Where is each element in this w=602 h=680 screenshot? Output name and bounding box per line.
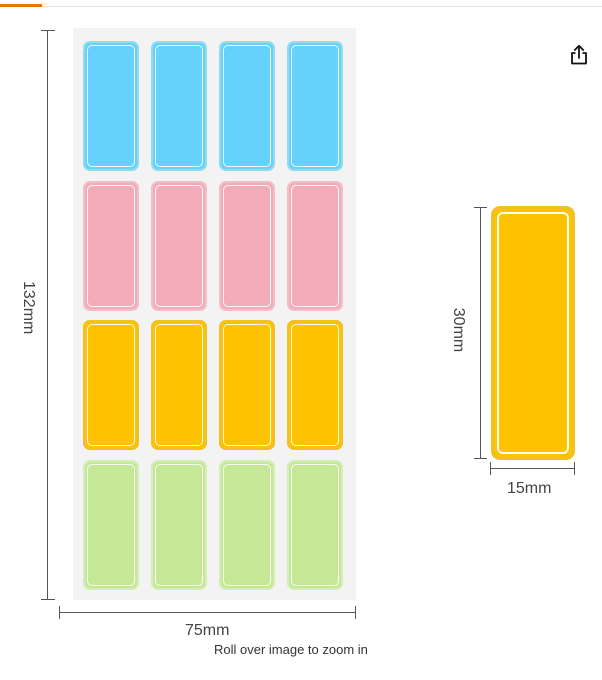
label-width-tick-right [574,462,575,475]
label-inner-border [291,185,339,307]
label-green [287,460,343,590]
label-green [219,460,275,590]
sheet-width-tick-right [355,606,356,619]
label-height-tick-top [474,207,487,208]
label-inner-border [223,45,271,167]
label-height-tick-bottom [474,458,487,459]
label-width-tick-left [490,462,491,475]
share-button[interactable] [566,42,592,68]
label-inner-border [87,464,135,586]
label-pink [287,181,343,311]
label-yellow [83,320,139,450]
label-inner-border [155,464,203,586]
label-blue [83,41,139,171]
label-blue [287,41,343,171]
label-inner-border [155,185,203,307]
label-inner-border [291,464,339,586]
label-yellow [151,320,207,450]
single-label-enlarged [491,206,575,460]
label-height-label: 30mm [450,307,467,353]
share-icon [571,44,587,65]
sheet-width-tick-left [59,606,60,619]
sheet-height-label: 132mm [20,281,37,335]
label-green [151,460,207,590]
sheet-height-tick-top [41,30,55,31]
zoom-hint: Roll over image to zoom in [214,642,368,657]
label-inner-border [223,324,271,446]
single-label-inner-border [497,212,569,454]
label-inner-border [291,45,339,167]
label-inner-border [155,45,203,167]
product-image[interactable]: 132mm 75mm 30mm 15mm [0,0,602,660]
label-inner-border [87,185,135,307]
label-yellow [219,320,275,450]
sheet-height-tick-bottom [41,599,55,600]
active-thumbnail-indicator [0,4,42,7]
label-blue [219,41,275,171]
label-width-label: 15mm [507,480,552,497]
label-inner-border [87,45,135,167]
label-sheet [73,28,356,600]
label-blue [151,41,207,171]
label-pink [83,181,139,311]
label-pink [219,181,275,311]
sheet-width-label: 75mm [185,622,230,639]
label-inner-border [291,324,339,446]
label-height-dimension-line [480,207,481,459]
label-inner-border [155,324,203,446]
label-width-dimension-line [490,468,574,469]
label-inner-border [223,464,271,586]
label-green [83,460,139,590]
label-yellow [287,320,343,450]
label-inner-border [87,324,135,446]
label-pink [151,181,207,311]
label-inner-border [223,185,271,307]
sheet-width-dimension-line [59,612,356,613]
top-divider [0,6,602,7]
sheet-height-dimension-line [47,30,48,600]
